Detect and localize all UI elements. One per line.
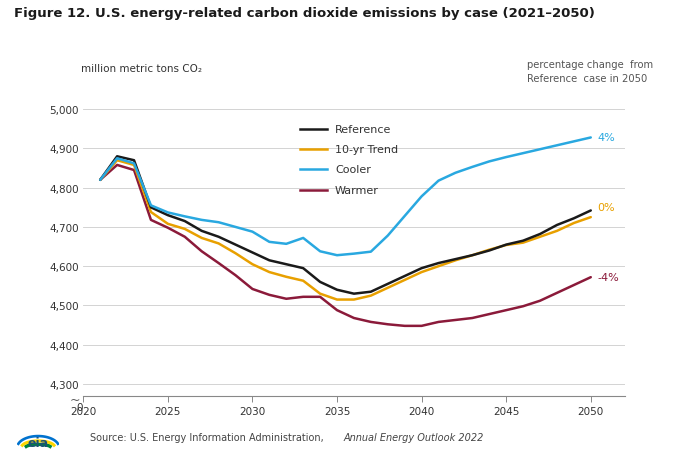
Text: Warmer: Warmer [335, 185, 379, 195]
Text: 10-yr Trend: 10-yr Trend [335, 145, 398, 155]
Text: Annual Energy Outlook 2022: Annual Energy Outlook 2022 [344, 432, 484, 442]
Text: Figure 12. U.S. energy-related carbon dioxide emissions by case (2021–2050): Figure 12. U.S. energy-related carbon di… [14, 7, 595, 20]
Text: million metric tons CO₂: million metric tons CO₂ [81, 64, 201, 74]
Text: -4%: -4% [598, 273, 619, 283]
Text: Reference: Reference [335, 125, 391, 135]
Text: Source: U.S. Energy Information Administration,: Source: U.S. Energy Information Administ… [90, 432, 327, 442]
Text: 4%: 4% [598, 133, 616, 143]
Text: ~: ~ [70, 393, 81, 406]
Text: eia: eia [28, 436, 49, 449]
Text: Cooler: Cooler [335, 165, 371, 175]
Text: percentage change  from
Reference  case in 2050: percentage change from Reference case in… [527, 60, 653, 83]
Text: 0%: 0% [598, 203, 615, 213]
Text: 0: 0 [77, 402, 83, 412]
